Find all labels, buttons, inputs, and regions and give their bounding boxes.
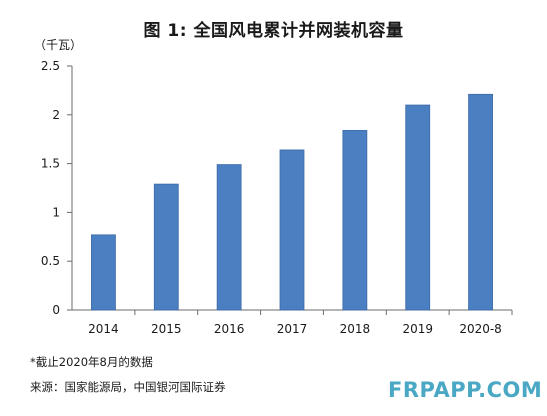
bar-2016: [216, 164, 242, 311]
bar-2020-8: [468, 93, 493, 311]
x-tick-label: 2016: [214, 322, 245, 336]
bar-2014: [91, 234, 116, 311]
chart-title: 图 1: 全国风电累计并网装机容量: [143, 21, 404, 41]
footnote: *截止2020年8月的数据: [30, 355, 153, 369]
y-tick-label: 1.5: [41, 157, 60, 171]
bar-2017: [279, 149, 305, 311]
y-tick-label: 2: [52, 108, 60, 122]
y-axis-unit-label: （千瓦）: [34, 38, 83, 52]
bar-2019: [405, 104, 431, 311]
y-tick-label: 0: [52, 303, 60, 317]
x-tick-label: 2018: [340, 322, 371, 336]
bar-2015: [153, 183, 179, 311]
x-tick-label: 2020-8: [459, 322, 502, 336]
y-tick-label: 1: [52, 205, 60, 219]
y-tick-label: 2.5: [41, 59, 60, 73]
x-tick-label: 2019: [402, 322, 433, 336]
y-tick-label: 0.5: [41, 254, 60, 268]
x-tick-label: 2014: [88, 322, 119, 336]
x-tick-label: 2017: [277, 322, 308, 336]
watermark-logo: FRPAPP.COM: [388, 378, 543, 402]
source-note: 来源：国家能源局，中国银河国际证券: [30, 380, 226, 394]
x-tick-label: 2015: [151, 322, 182, 336]
bar-2018: [342, 130, 368, 311]
